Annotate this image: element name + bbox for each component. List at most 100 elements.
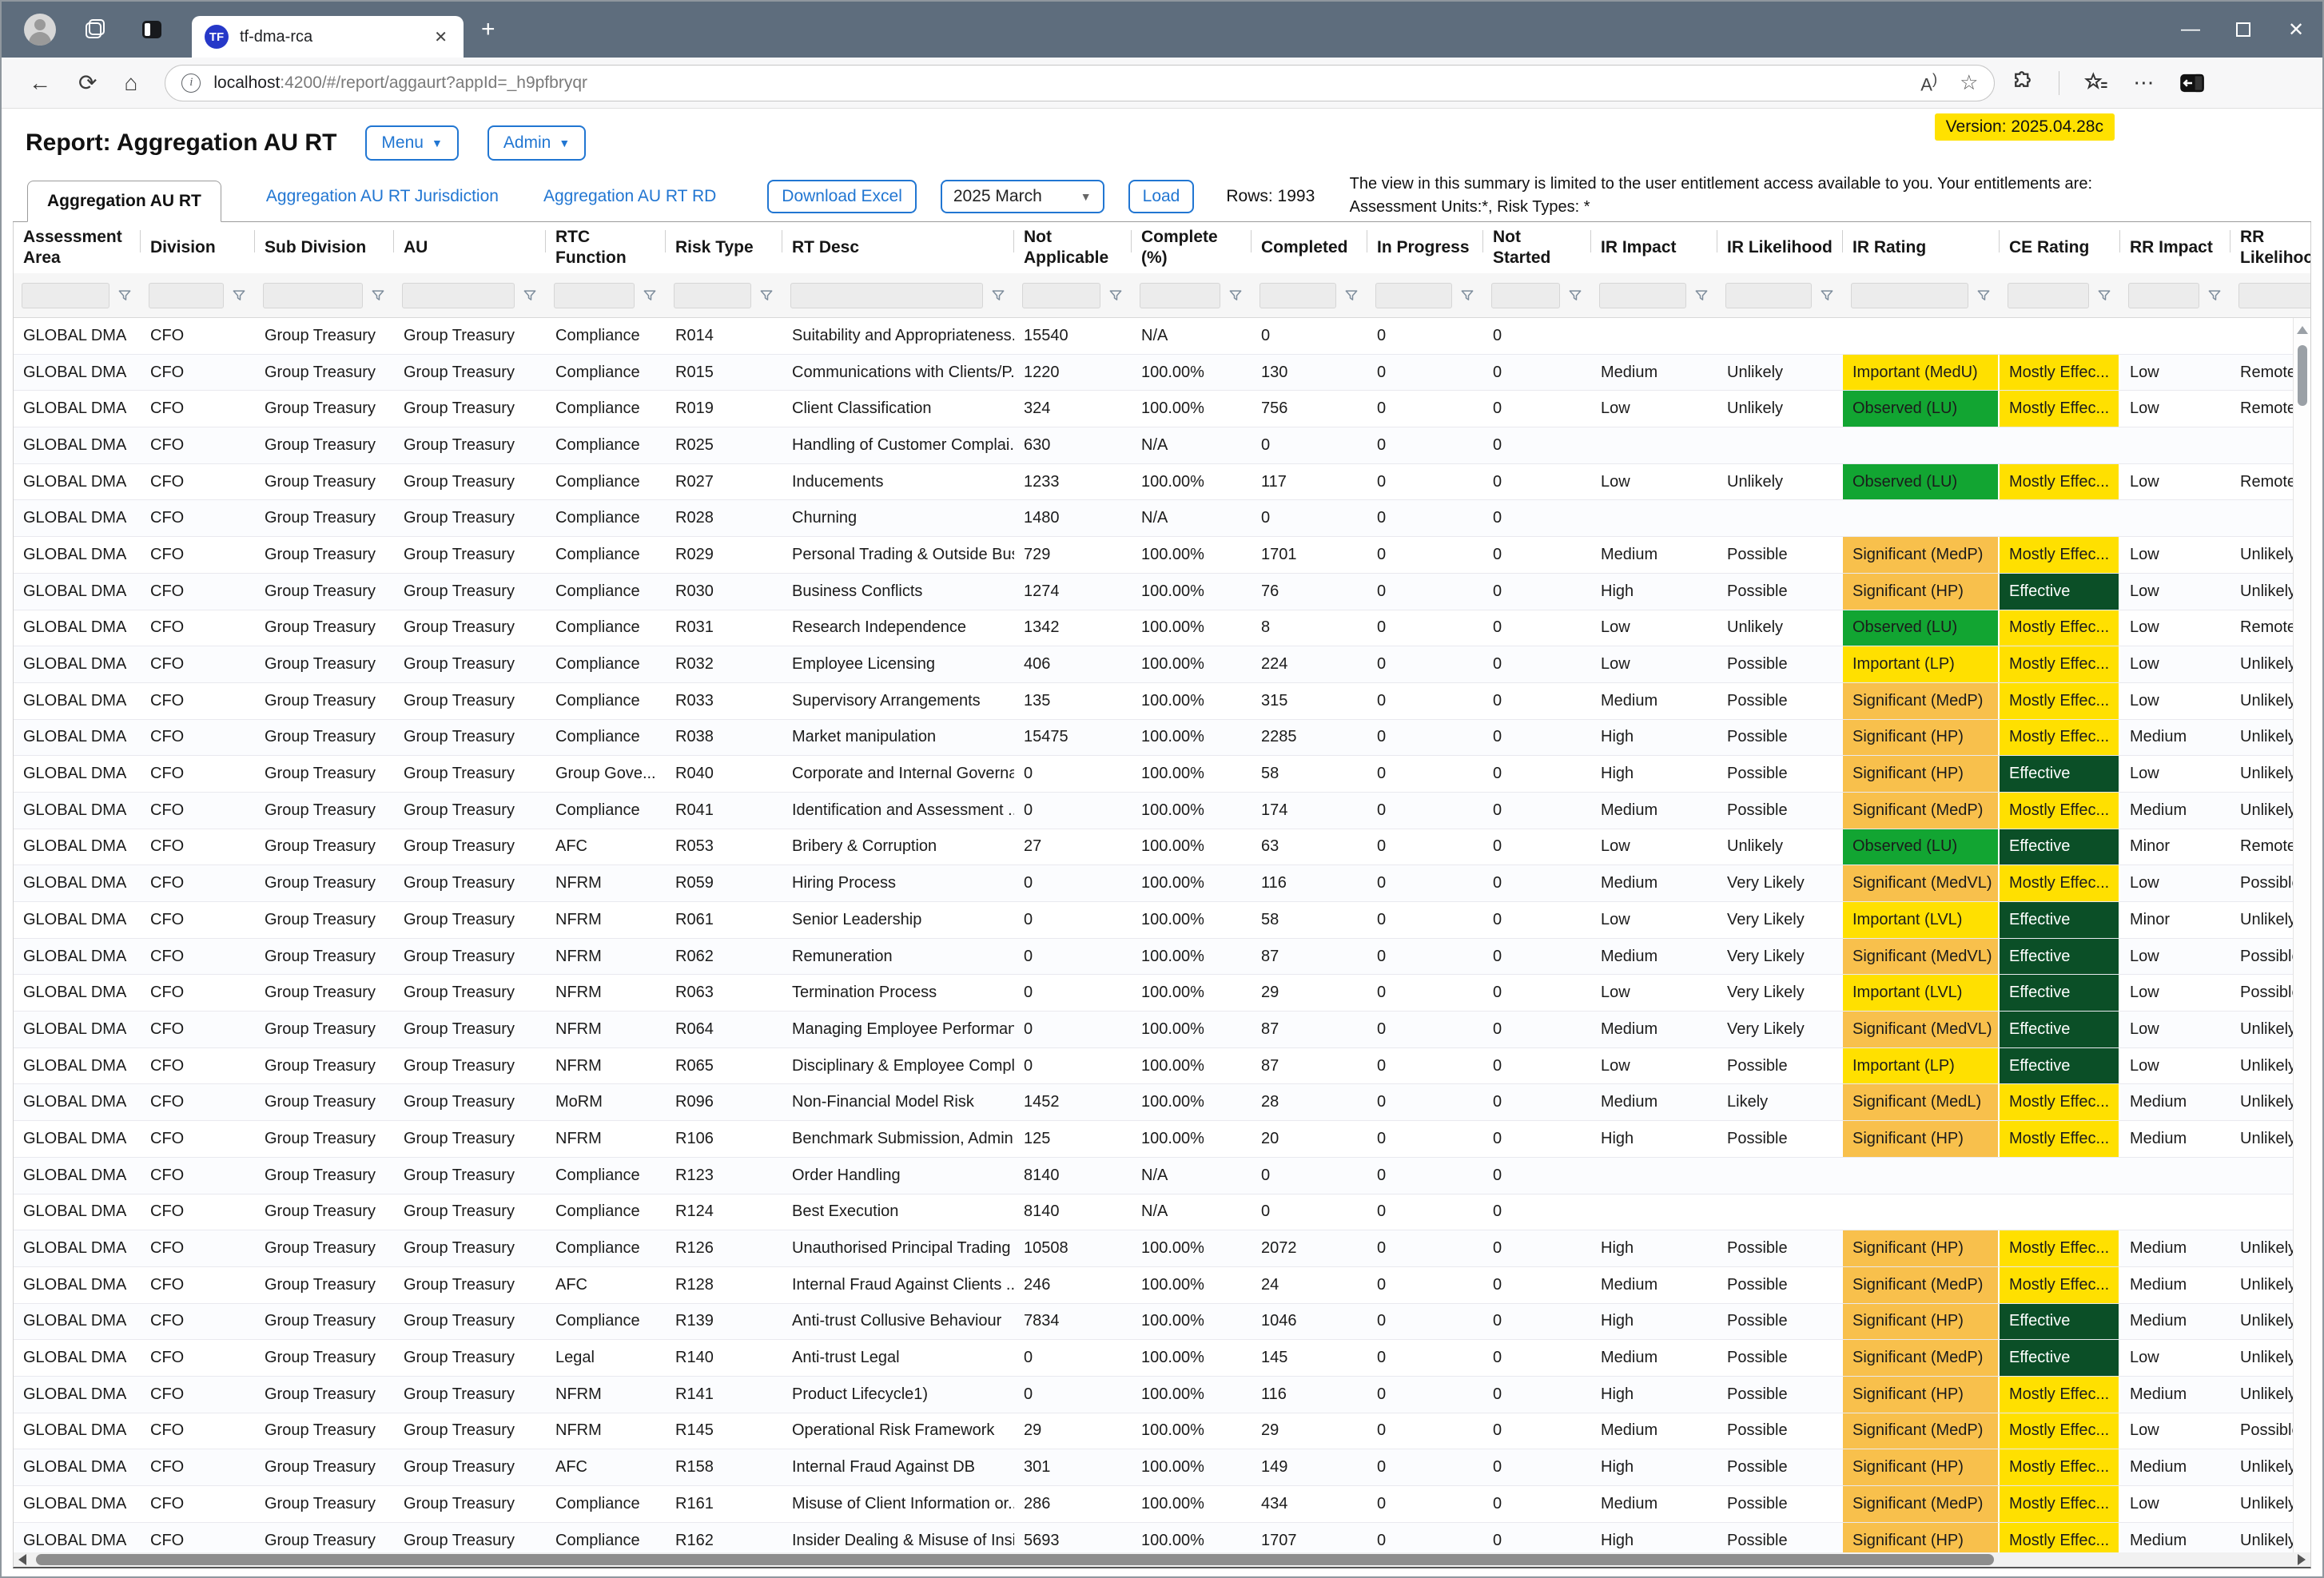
cell-in-progress[interactable]: 0	[1377, 1129, 1387, 1147]
cell-completed[interactable]: 130	[1261, 363, 1288, 381]
cell-in-progress[interactable]: 0	[1377, 801, 1387, 819]
cell-in-progress[interactable]: 0	[1377, 618, 1387, 637]
cell-not-applicable[interactable]: 1342	[1024, 618, 1060, 637]
cell-rr-impact[interactable]: Low	[2130, 1421, 2159, 1440]
cell-au[interactable]: Group Treasury	[404, 728, 515, 746]
cell-au[interactable]: Group Treasury	[404, 1239, 515, 1258]
filter-input-not-started[interactable]	[1491, 282, 1560, 308]
cell-rtc-function[interactable]: NFRM	[555, 1385, 602, 1403]
cell-ir-impact[interactable]: Low	[1601, 837, 1630, 856]
cell-sub-division[interactable]: Group Treasury	[265, 618, 376, 637]
cell-division[interactable]: CFO	[150, 655, 185, 674]
filter-funnel-icon[interactable]	[117, 288, 133, 304]
filter-funnel-icon[interactable]	[1459, 288, 1475, 304]
cell-ce-rating[interactable]: Mostly Effec...	[2000, 1266, 2120, 1303]
cell-complete[interactable]: 100.00%	[1141, 691, 1204, 710]
cell-not-applicable[interactable]: 0	[1024, 947, 1033, 965]
cell-in-progress[interactable]: 0	[1377, 1458, 1387, 1477]
cell-assessment-area[interactable]: GLOBAL DMA	[23, 545, 127, 563]
cell-rtc-function[interactable]: Compliance	[555, 582, 640, 600]
cell-ir-impact[interactable]: High	[1601, 1129, 1634, 1147]
cell-sub-division[interactable]: Group Treasury	[265, 1421, 376, 1440]
filter-input-rr-impact[interactable]	[2128, 282, 2199, 308]
cell-rr-impact[interactable]: Low	[2130, 399, 2159, 418]
cell-not-started[interactable]: 0	[1493, 1494, 1502, 1512]
cell-rt-desc[interactable]: Non-Financial Model Risk	[792, 1093, 974, 1111]
table-row[interactable]: GLOBAL DMA CFO Group Treasury Group Treasur…	[14, 610, 2310, 647]
cell-rr-impact[interactable]: Low	[2130, 1349, 2159, 1367]
cell-rt-desc[interactable]: Managing Employee Performan...	[792, 1020, 1014, 1038]
cell-complete[interactable]: 100.00%	[1141, 1093, 1204, 1111]
refresh-icon[interactable]: ⟳	[78, 70, 97, 95]
cell-rtc-function[interactable]: Compliance	[555, 1166, 640, 1184]
cell-completed[interactable]: 24	[1261, 1275, 1279, 1294]
cell-ce-rating[interactable]: Mostly Effec...	[2000, 1522, 2120, 1559]
cell-division[interactable]: CFO	[150, 765, 185, 783]
cell-not-started[interactable]: 0	[1493, 1056, 1502, 1075]
site-info-icon[interactable]: i	[181, 73, 201, 93]
vertical-scroll-thumb[interactable]	[2297, 345, 2307, 406]
cell-not-applicable[interactable]: 406	[1024, 655, 1051, 674]
cell-au[interactable]: Group Treasury	[404, 1458, 515, 1477]
cell-rr-likelihood[interactable]: Unlikely	[2240, 910, 2297, 928]
cell-ir-rating[interactable]: Significant (MedP)	[1843, 1266, 2000, 1303]
cell-in-progress[interactable]: 0	[1377, 655, 1387, 674]
cell-complete[interactable]: 100.00%	[1141, 545, 1204, 563]
cell-not-applicable[interactable]: 15475	[1024, 728, 1068, 746]
cell-assessment-area[interactable]: GLOBAL DMA	[23, 874, 127, 892]
cell-in-progress[interactable]: 0	[1377, 837, 1387, 856]
cell-completed[interactable]: 29	[1261, 1421, 1279, 1440]
filter-funnel-icon[interactable]	[370, 288, 386, 304]
favorites-bar-icon[interactable]	[2083, 71, 2109, 95]
cell-ce-rating[interactable]: Mostly Effec...	[2000, 354, 2120, 391]
cell-not-started[interactable]: 0	[1493, 801, 1502, 819]
cell-rtc-function[interactable]: Compliance	[555, 655, 640, 674]
cell-in-progress[interactable]: 0	[1377, 1093, 1387, 1111]
cell-rtc-function[interactable]: AFC	[555, 1458, 587, 1477]
cell-sub-division[interactable]: Group Treasury	[265, 984, 376, 1002]
cell-assessment-area[interactable]: GLOBAL DMA	[23, 1129, 127, 1147]
cell-risk-type[interactable]: R029	[675, 545, 714, 563]
cell-assessment-area[interactable]: GLOBAL DMA	[23, 910, 127, 928]
cell-au[interactable]: Group Treasury	[404, 1275, 515, 1294]
cell-complete[interactable]: 100.00%	[1141, 1275, 1204, 1294]
filter-funnel-icon[interactable]	[1567, 288, 1583, 304]
cell-assessment-area[interactable]: GLOBAL DMA	[23, 618, 127, 637]
cell-not-started[interactable]: 0	[1493, 1129, 1502, 1147]
cell-complete[interactable]: 100.00%	[1141, 947, 1204, 965]
cell-au[interactable]: Group Treasury	[404, 1312, 515, 1330]
cell-rtc-function[interactable]: NFRM	[555, 1020, 602, 1038]
table-row[interactable]: GLOBAL DMA CFO Group Treasury Group Treasur…	[14, 1376, 2310, 1413]
cell-risk-type[interactable]: R019	[675, 399, 714, 418]
header-rr-likelihood[interactable]: RR Likelihood	[2230, 222, 2310, 273]
table-row[interactable]: GLOBAL DMA CFO Group Treasury Group Treasur…	[14, 1194, 2310, 1231]
cell-ir-impact[interactable]: Low	[1601, 984, 1630, 1002]
cell-rr-impact[interactable]: Low	[2130, 874, 2159, 892]
cell-risk-type[interactable]: R015	[675, 363, 714, 381]
cell-not-started[interactable]: 0	[1493, 728, 1502, 746]
cell-sub-division[interactable]: Group Treasury	[265, 801, 376, 819]
cell-ir-impact[interactable]: Medium	[1601, 1421, 1658, 1440]
cell-rtc-function[interactable]: Compliance	[555, 1239, 640, 1258]
cell-completed[interactable]: 58	[1261, 765, 1279, 783]
cell-not-started[interactable]: 0	[1493, 874, 1502, 892]
cell-division[interactable]: CFO	[150, 1349, 185, 1367]
cell-rt-desc[interactable]: Research Independence	[792, 618, 966, 637]
cell-risk-type[interactable]: R123	[675, 1166, 714, 1184]
cell-ir-likelihood[interactable]: Unlikely	[1727, 837, 1784, 856]
load-button[interactable]: Load	[1128, 179, 1195, 213]
cell-ce-rating[interactable]: Mostly Effec...	[2000, 792, 2120, 829]
cell-ir-likelihood[interactable]: Possible	[1727, 582, 1788, 600]
cell-sub-division[interactable]: Group Treasury	[265, 1312, 376, 1330]
cell-not-started[interactable]: 0	[1493, 765, 1502, 783]
cell-in-progress[interactable]: 0	[1377, 545, 1387, 563]
cell-ir-impact[interactable]	[1591, 427, 1717, 463]
cell-ir-rating[interactable]: Significant (HP)	[1843, 1303, 2000, 1340]
cell-risk-type[interactable]: R040	[675, 765, 714, 783]
cell-completed[interactable]: 28	[1261, 1093, 1279, 1111]
filter-funnel-icon[interactable]	[1228, 288, 1244, 304]
cell-rtc-function[interactable]: MoRM	[555, 1093, 603, 1111]
cell-division[interactable]: CFO	[150, 1531, 185, 1549]
cell-not-started[interactable]: 0	[1493, 1385, 1502, 1403]
cell-division[interactable]: CFO	[150, 874, 185, 892]
